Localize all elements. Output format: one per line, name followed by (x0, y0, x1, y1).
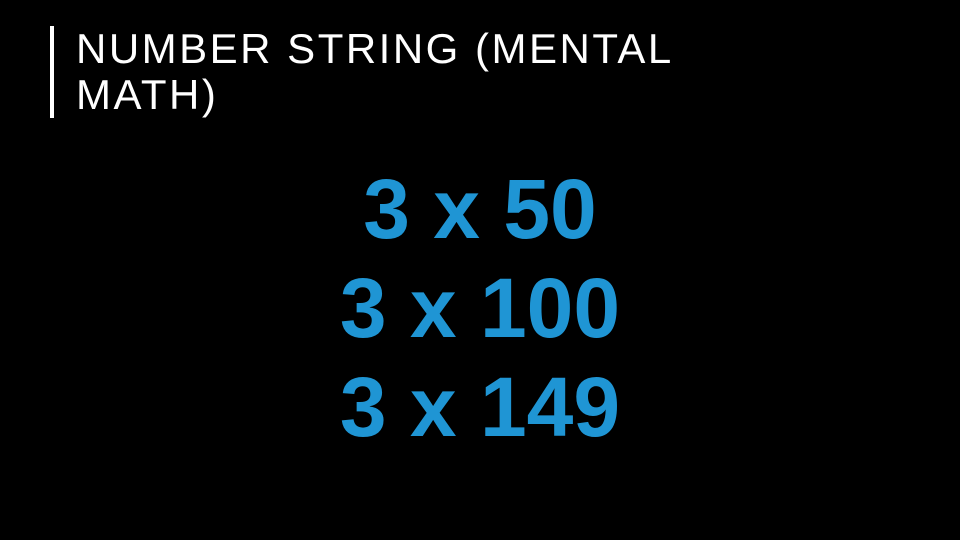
title-accent-bar (50, 26, 54, 118)
slide-title-block: NUMBER STRING (MENTAL MATH) (50, 26, 776, 118)
slide-title: NUMBER STRING (MENTAL MATH) (76, 26, 776, 118)
number-string-line-3: 3 x 149 (0, 358, 960, 457)
number-string-line-1: 3 x 50 (0, 160, 960, 259)
number-string-line-2: 3 x 100 (0, 259, 960, 358)
slide: NUMBER STRING (MENTAL MATH) 3 x 50 3 x 1… (0, 0, 960, 540)
slide-body: 3 x 50 3 x 100 3 x 149 (0, 160, 960, 457)
